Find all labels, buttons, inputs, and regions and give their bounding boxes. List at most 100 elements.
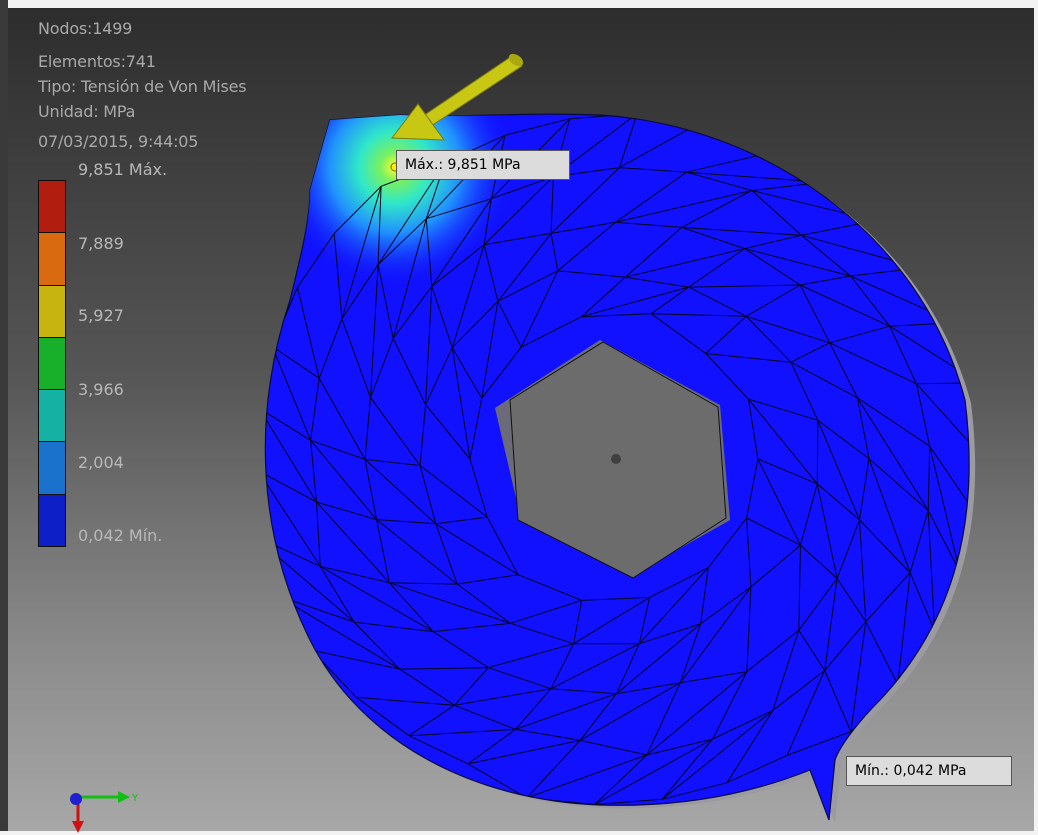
mesh-edge	[688, 248, 745, 288]
mesh-edge	[747, 399, 759, 460]
mesh-edge	[392, 338, 427, 405]
mesh-edge	[772, 670, 826, 711]
mesh-edge	[801, 234, 851, 277]
min-probe-label[interactable]: Mín.: 0,042 MPa	[846, 756, 1012, 786]
mesh-edge	[486, 516, 519, 575]
load-arrow-icon[interactable]	[391, 51, 525, 141]
mesh-edge	[712, 709, 774, 740]
mesh-edge	[750, 544, 801, 588]
stress-hotspot	[265, 114, 550, 320]
center-point	[611, 454, 621, 464]
mesh-edge	[637, 114, 706, 121]
mesh-edge	[551, 221, 616, 234]
legend-label-max: 9,851 Máx.	[78, 160, 168, 179]
mesh-edge	[341, 186, 382, 319]
legend-label-5: 2,004	[78, 453, 124, 472]
mesh-edge	[817, 419, 870, 460]
mesh-edge	[431, 286, 453, 348]
max-probe-label[interactable]: Máx.: 9,851 MPa	[396, 150, 570, 180]
mesh-edge	[688, 286, 747, 317]
mesh-edge	[258, 408, 259, 470]
mesh-edge	[497, 301, 522, 348]
mesh-edge	[686, 171, 752, 191]
mesh-edge	[615, 221, 682, 228]
mesh-edge	[616, 682, 681, 695]
mesh-edge	[320, 565, 390, 584]
mesh-edge	[431, 244, 485, 287]
mesh-edge	[389, 582, 511, 624]
mesh-edge	[333, 233, 343, 319]
info-date: 07/03/2015, 9:44:05	[38, 132, 199, 151]
mesh-edge	[751, 190, 802, 236]
frame-right	[1034, 0, 1038, 835]
mesh-edge	[276, 594, 400, 670]
mesh-edge	[310, 378, 320, 441]
mesh-edge	[356, 696, 455, 706]
mesh-edge	[865, 621, 899, 685]
y-axis-arrow-icon	[118, 791, 130, 803]
mesh-edge	[510, 622, 574, 645]
mesh-edge	[800, 275, 851, 286]
mesh-edge	[929, 446, 961, 572]
mesh-edge	[376, 519, 458, 585]
mesh-edge	[341, 318, 371, 398]
mesh-edge	[469, 458, 488, 518]
mesh-edge	[481, 346, 522, 399]
frame-bottom	[0, 831, 1038, 835]
legend-segment	[39, 181, 65, 234]
mesh-edge	[297, 287, 320, 379]
mesh-edge	[927, 510, 961, 572]
mesh-edge	[816, 483, 860, 521]
mesh-edge	[929, 445, 970, 511]
mesh-edge	[824, 621, 867, 671]
mesh-edge	[454, 667, 489, 706]
mesh-edge	[399, 667, 489, 670]
mesh-edge	[688, 284, 801, 288]
mesh-edge	[497, 233, 552, 302]
mesh-edge	[836, 519, 860, 579]
mesh-edge	[310, 440, 317, 503]
mesh-edge	[705, 315, 747, 354]
mesh-edge	[650, 313, 707, 354]
mesh-edge	[638, 597, 651, 644]
mesh-edge	[638, 567, 709, 645]
legend-segment	[39, 285, 65, 338]
mesh-edge	[435, 516, 488, 525]
mesh-edge	[318, 318, 343, 379]
mesh-edge	[467, 728, 516, 765]
info-nodes: Nodos:1499	[38, 19, 133, 38]
mesh-edge	[573, 596, 650, 645]
mesh-edge	[272, 346, 320, 379]
mesh-edge	[265, 470, 317, 503]
mesh-edge	[800, 483, 818, 546]
mesh-edge	[364, 458, 421, 466]
mesh-edge	[451, 300, 499, 349]
mesh-edge	[425, 286, 433, 405]
mesh-edge	[816, 483, 838, 579]
info-type: Tipo: Tensión de Von Mises	[38, 77, 247, 96]
mesh-edge	[581, 313, 652, 318]
axis-triad[interactable]: Y	[60, 775, 150, 835]
mesh-edge	[661, 738, 714, 800]
mesh-edge	[392, 218, 427, 339]
mesh-edge	[817, 420, 860, 521]
mesh-edge	[889, 325, 917, 385]
legend-label-4: 3,966	[78, 380, 124, 399]
mesh-edge	[457, 574, 519, 585]
mesh-edge	[510, 599, 582, 624]
mesh-edge	[681, 190, 753, 228]
mesh-edge	[856, 397, 929, 511]
mesh-edge	[927, 446, 931, 511]
mesh-edge	[376, 519, 436, 525]
mesh-edge	[425, 347, 453, 405]
mesh-edge	[625, 248, 745, 278]
info-unit: Unidad: MPa	[38, 102, 136, 121]
mesh-edge	[680, 671, 747, 684]
mesh-edge	[909, 510, 929, 573]
mesh-edge	[409, 728, 516, 737]
mesh-edge	[705, 353, 792, 363]
mesh-edge	[354, 621, 434, 633]
mesh-edge	[469, 398, 483, 460]
